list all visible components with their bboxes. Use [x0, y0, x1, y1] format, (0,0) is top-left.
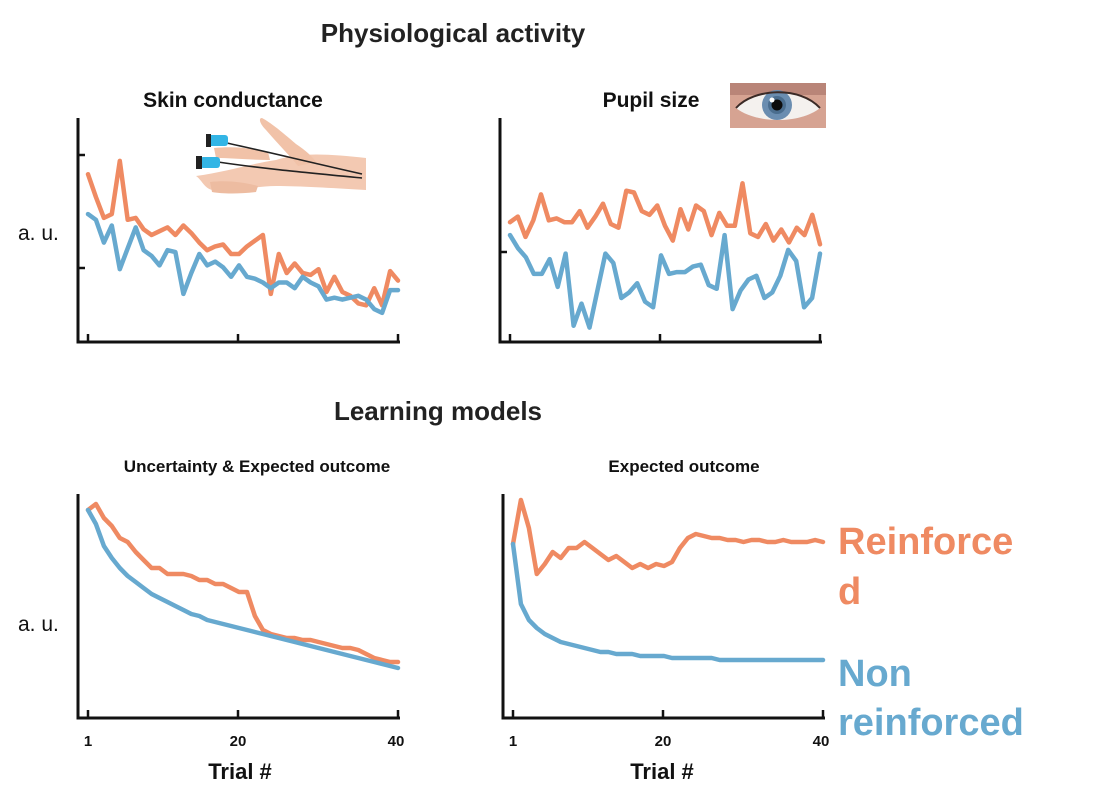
- legend-reinforced-line1: Reinforce: [838, 521, 1013, 563]
- x-tick-label-exp-40: 40: [813, 733, 830, 750]
- legend-reinforced-line2: d: [838, 571, 861, 613]
- x-tick-label-unc-20: 20: [230, 733, 247, 750]
- series-line-skin-non-reinforced: [85, 211, 401, 316]
- title-pupil-size: Pupil size: [603, 89, 700, 112]
- heading-physiological-activity: Physiological activity: [321, 18, 586, 48]
- series-line-unc-reinforced: [85, 501, 401, 665]
- x-tick-label-unc-1: 1: [84, 733, 92, 750]
- axes-skin: [76, 118, 400, 344]
- x-axis-label-uncertainty: Trial #: [208, 759, 272, 784]
- series-line-exp-non-reinforced: [510, 541, 826, 663]
- axes-expected: [501, 494, 825, 720]
- axes-uncertainty: [76, 494, 400, 720]
- heading-learning-models: Learning models: [334, 396, 542, 426]
- series-line-pupil-reinforced: [507, 181, 823, 247]
- y-axis-label-bottom: a. u.: [18, 613, 59, 636]
- series-line-skin-reinforced: [85, 158, 401, 308]
- title-skin-conductance: Skin conductance: [143, 89, 323, 112]
- title-uncertainty-expected-outcome: Uncertainty & Expected outcome: [124, 457, 390, 476]
- series-line-exp-reinforced: [510, 497, 826, 577]
- legend-non-line2: reinforced: [838, 702, 1024, 744]
- hand-electrodes-icon: [196, 118, 366, 194]
- series-line-pupil-non-reinforced: [507, 232, 823, 330]
- x-tick-label-exp-20: 20: [655, 733, 672, 750]
- x-tick-label-unc-40: 40: [388, 733, 405, 750]
- legend-non-line1: Non: [838, 653, 912, 695]
- y-axis-label-top: a. u.: [18, 222, 59, 245]
- series-layer: [85, 158, 826, 671]
- x-axis-label-expected: Trial #: [630, 759, 694, 784]
- series-line-unc-non-reinforced: [85, 507, 401, 671]
- x-tick-label-exp-1: 1: [509, 733, 517, 750]
- axes-pupil: [498, 118, 822, 344]
- title-expected-outcome: Expected outcome: [608, 457, 759, 476]
- eye-icon: [730, 83, 826, 128]
